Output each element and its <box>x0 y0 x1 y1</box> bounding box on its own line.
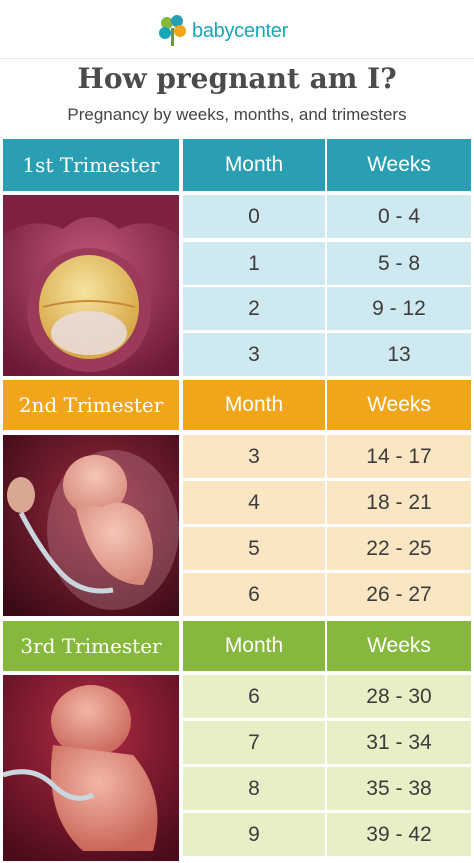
weeks-cell: 39 - 42 <box>327 813 471 856</box>
weeks-cell: 31 - 34 <box>327 721 471 764</box>
brand-name: babycenter <box>192 19 288 42</box>
month-cell: 3 <box>183 333 325 376</box>
weeks-cell: 18 - 21 <box>327 481 471 524</box>
month-cell: 5 <box>183 527 325 570</box>
weeks-cell: 26 - 27 <box>327 573 471 616</box>
month-cell: 0 <box>183 195 325 238</box>
weeks-header: Weeks <box>327 380 471 430</box>
weeks-cell: 13 <box>327 333 471 376</box>
third-trimester-fetus-illustration <box>3 675 179 861</box>
second-trimester-fetus-illustration <box>3 435 179 616</box>
month-header: Month <box>183 139 325 191</box>
trimester-label: 2nd Trimester <box>3 380 179 430</box>
month-cell: 3 <box>183 435 325 478</box>
weeks-cell: 28 - 30 <box>327 675 471 718</box>
month-header: Month <box>183 380 325 430</box>
embryo-illustration <box>3 195 179 376</box>
header-divider <box>0 58 474 59</box>
month-cell: 9 <box>183 813 325 856</box>
weeks-cell: 14 - 17 <box>327 435 471 478</box>
weeks-cell: 35 - 38 <box>327 767 471 810</box>
tree-icon <box>159 15 186 46</box>
month-cell: 2 <box>183 287 325 330</box>
weeks-header: Weeks <box>327 621 471 671</box>
weeks-cell: 9 - 12 <box>327 287 471 330</box>
page-subtitle: Pregnancy by weeks, months, and trimeste… <box>67 105 407 124</box>
weeks-header: Weeks <box>327 139 471 191</box>
month-cell: 4 <box>183 481 325 524</box>
month-cell: 6 <box>183 573 325 616</box>
page-title: How pregnant am I? <box>77 62 397 95</box>
month-cell: 7 <box>183 721 325 764</box>
month-cell: 6 <box>183 675 325 718</box>
weeks-cell: 22 - 25 <box>327 527 471 570</box>
page-header: babycenter How pregnant am I? Pregnancy … <box>0 0 474 140</box>
month-cell: 1 <box>183 242 325 285</box>
month-header: Month <box>183 621 325 671</box>
trimester-label: 1st Trimester <box>3 139 179 191</box>
month-cell: 8 <box>183 767 325 810</box>
babycenter-logo[interactable]: babycenter <box>158 11 288 51</box>
trimester-label: 3rd Trimester <box>3 621 179 671</box>
weeks-cell: 5 - 8 <box>327 242 471 285</box>
weeks-cell: 0 - 4 <box>327 195 471 238</box>
